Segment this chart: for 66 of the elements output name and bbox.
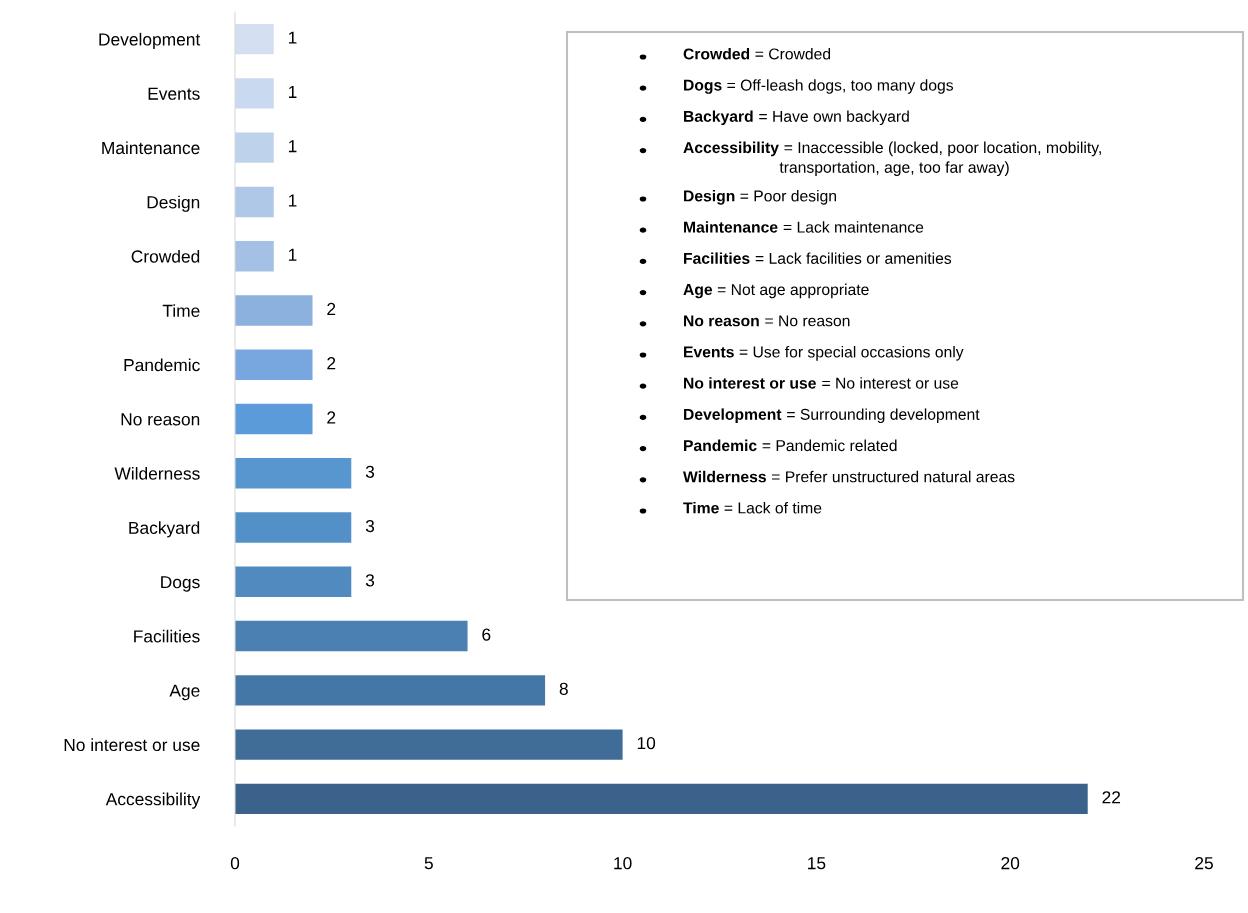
annotation: No reason = No reason <box>684 315 850 327</box>
data-label: 22 <box>1102 791 1121 804</box>
annotation: Accessibility = Inaccessible (locked, poor location, mobility, transportation, age, too far away) <box>683 141 1101 176</box>
annotation: Facilities = Lack facilities or amenities <box>684 252 952 264</box>
data-label: 3 <box>365 574 375 587</box>
annotation: Dogs = Off-leash dogs, too many dogs <box>684 79 954 94</box>
y-tick-label: Backyard <box>129 521 200 538</box>
bar <box>235 241 274 272</box>
data-label: 6 <box>482 628 491 641</box>
annotation: Development = Surrounding development <box>684 408 980 424</box>
bar <box>235 729 623 760</box>
bar <box>235 186 274 218</box>
y-tick-label: No reason <box>121 413 200 426</box>
annotation: No interest or use = No interest or use <box>684 377 959 389</box>
data-label: 1 <box>288 85 297 98</box>
data-label: 1 <box>288 31 297 44</box>
y-tick-label: Facilities <box>134 629 200 643</box>
y-tick-label: No interest or use <box>64 738 200 752</box>
y-tick-label: Development <box>99 32 201 50</box>
y-tick-label: Design <box>147 195 200 212</box>
y-tick-label: Maintenance <box>102 141 200 155</box>
data-label: 3 <box>365 519 375 533</box>
bar <box>235 783 1088 815</box>
x-tick-label: 5 <box>424 857 433 870</box>
data-label: 2 <box>327 411 336 424</box>
annotation: Crowded = Crowded <box>683 48 831 60</box>
annotation: Design = Poor design <box>684 190 836 205</box>
annotation: Wilderness = Prefer unstructured natural areas <box>683 470 1015 483</box>
data-label: 3 <box>365 465 375 478</box>
annotation: Maintenance = Lack maintenance <box>684 221 924 233</box>
y-tick-label: Age <box>169 684 200 701</box>
x-tick-label: 15 <box>808 857 826 870</box>
y-tick-label: Accessibility <box>105 792 201 809</box>
bar <box>235 132 274 163</box>
bar <box>235 675 546 706</box>
annotation: Pandemic = Pandemic related <box>684 439 897 452</box>
annotation: Backyard = Have own backyard <box>684 110 909 126</box>
bar <box>235 620 468 652</box>
data-label: 10 <box>637 736 656 750</box>
bar <box>235 512 352 543</box>
bar <box>235 458 352 489</box>
y-tick-label: Pandemic <box>124 358 200 372</box>
bar <box>235 78 274 109</box>
annotation: Events = Use for special occasions only <box>684 346 964 361</box>
data-label: 2 <box>327 357 336 370</box>
data-label: 1 <box>288 194 297 207</box>
data-label: 1 <box>288 248 297 261</box>
data-label: 1 <box>288 140 297 153</box>
annotation: Age = Not age appropriate <box>683 283 869 299</box>
y-tick-label: Events <box>148 87 200 100</box>
data-label: 8 <box>559 682 568 695</box>
x-tick-label: 0 <box>230 857 240 870</box>
x-tick-label: 20 <box>1001 857 1020 870</box>
y-tick-label: Crowded <box>131 249 200 263</box>
bar <box>235 349 313 380</box>
bar <box>235 295 313 326</box>
bar <box>235 566 352 597</box>
x-tick-label: 10 <box>614 857 632 870</box>
bar <box>235 403 313 435</box>
y-tick-label: Time <box>162 304 200 317</box>
x-tick-label: 25 <box>1195 857 1213 870</box>
y-tick-label: Dogs <box>161 576 200 592</box>
bar <box>235 23 274 55</box>
y-tick-label: Wilderness <box>114 466 200 480</box>
annotation: Time = Lack of time <box>683 502 822 514</box>
data-label: 2 <box>327 302 336 315</box>
